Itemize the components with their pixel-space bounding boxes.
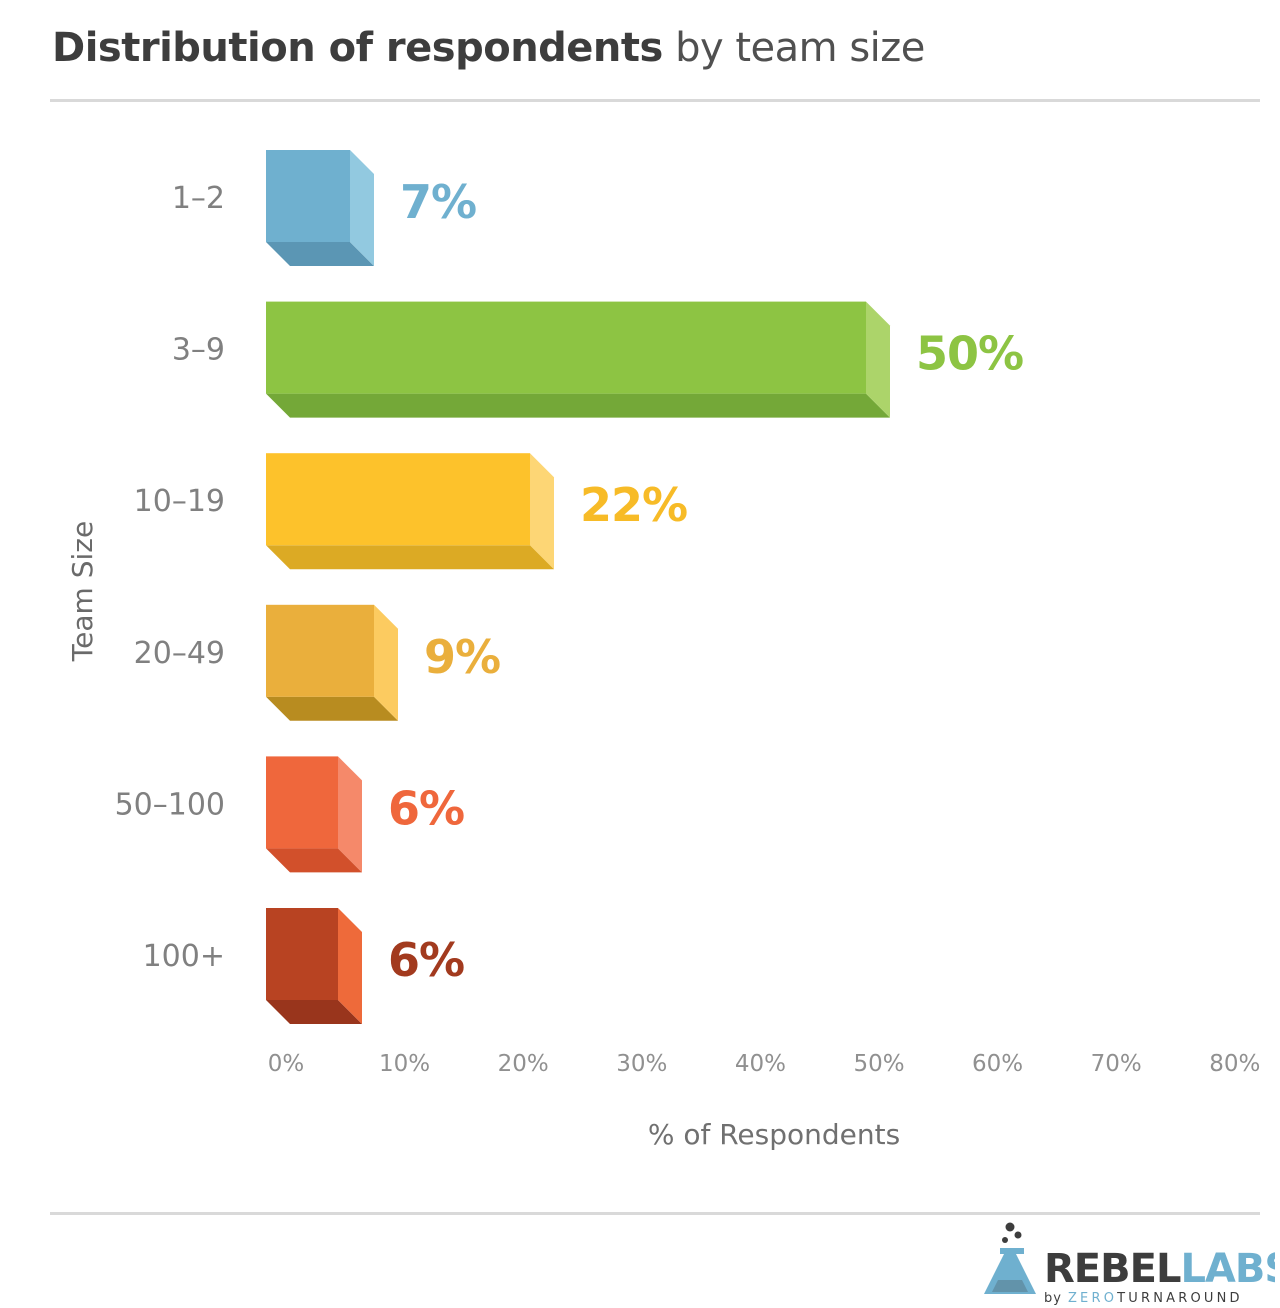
logo-labs: LABS	[1180, 1246, 1275, 1292]
bar	[266, 150, 350, 242]
bar-chart: 1–2 7% 3–9 50% 10–19 22% 20–49 9% 50–100 6% 100+ 6%…	[66, 150, 1260, 1151]
bar-bottom-face	[266, 393, 890, 418]
x-tick-label: 50%	[853, 1051, 904, 1077]
chart-title: Distribution of respondents by team size	[52, 18, 925, 78]
x-tick-label: 0%	[268, 1051, 305, 1077]
category-label: 50–100	[115, 787, 225, 822]
logo-rebel: REBEL	[1044, 1246, 1181, 1292]
bar-side-face	[374, 604, 398, 721]
chart-title-bold: Distribution of respondents	[52, 25, 663, 71]
value-label: 9%	[424, 630, 500, 684]
value-label: 22%	[580, 478, 687, 532]
bar-side-face	[866, 301, 890, 418]
bar-side-face	[530, 453, 554, 570]
bar-side-face	[350, 150, 374, 266]
bar-side-face	[338, 908, 362, 1024]
bar-bottom-face	[266, 848, 362, 873]
x-axis-title: % of Respondents	[648, 1118, 900, 1151]
bar	[266, 756, 338, 849]
bar-bottom-face	[266, 242, 374, 266]
category-label: 3–9	[172, 333, 225, 368]
bar-side-face	[338, 756, 362, 873]
x-tick-label: 40%	[735, 1051, 786, 1077]
title-divider	[50, 99, 1260, 102]
logo-tagline: by ZEROTURNAROUND	[1044, 1291, 1243, 1306]
value-label: 7%	[400, 175, 476, 229]
x-tick-label: 30%	[616, 1051, 667, 1077]
value-label: 6%	[388, 933, 464, 987]
category-label: 1–2	[172, 181, 225, 216]
bar-bottom-face	[266, 1000, 362, 1024]
value-label: 6%	[388, 781, 464, 835]
y-axis-title: Team Size	[66, 521, 99, 662]
bar	[266, 453, 530, 546]
x-tick-label: 80%	[1209, 1051, 1260, 1077]
logo-by: by	[1044, 1291, 1062, 1306]
x-tick-label: 70%	[1091, 1051, 1142, 1077]
category-label: 20–49	[134, 636, 225, 671]
bar-bottom-face	[266, 696, 398, 721]
rebel-labs-logo: REBELLABS by ZEROTURNAROUND	[984, 1222, 1275, 1306]
bar	[266, 908, 338, 1000]
logo-wordmark: REBELLABS	[1044, 1246, 1275, 1292]
flask-icon	[984, 1222, 1036, 1294]
footer-divider	[50, 1212, 1260, 1215]
x-tick-label: 10%	[379, 1051, 430, 1077]
logo-turnaround: TURNAROUND	[1116, 1291, 1243, 1306]
x-tick-label: 20%	[498, 1051, 549, 1077]
bar	[266, 301, 866, 394]
category-label: 10–19	[134, 484, 225, 519]
logo-zero: ZERO	[1068, 1291, 1117, 1306]
chart-title-light: by team size	[675, 25, 925, 71]
x-tick-label: 60%	[972, 1051, 1023, 1077]
value-label: 50%	[916, 327, 1023, 381]
bar	[266, 604, 374, 697]
bar-bottom-face	[266, 545, 554, 570]
category-label: 100+	[143, 939, 225, 974]
